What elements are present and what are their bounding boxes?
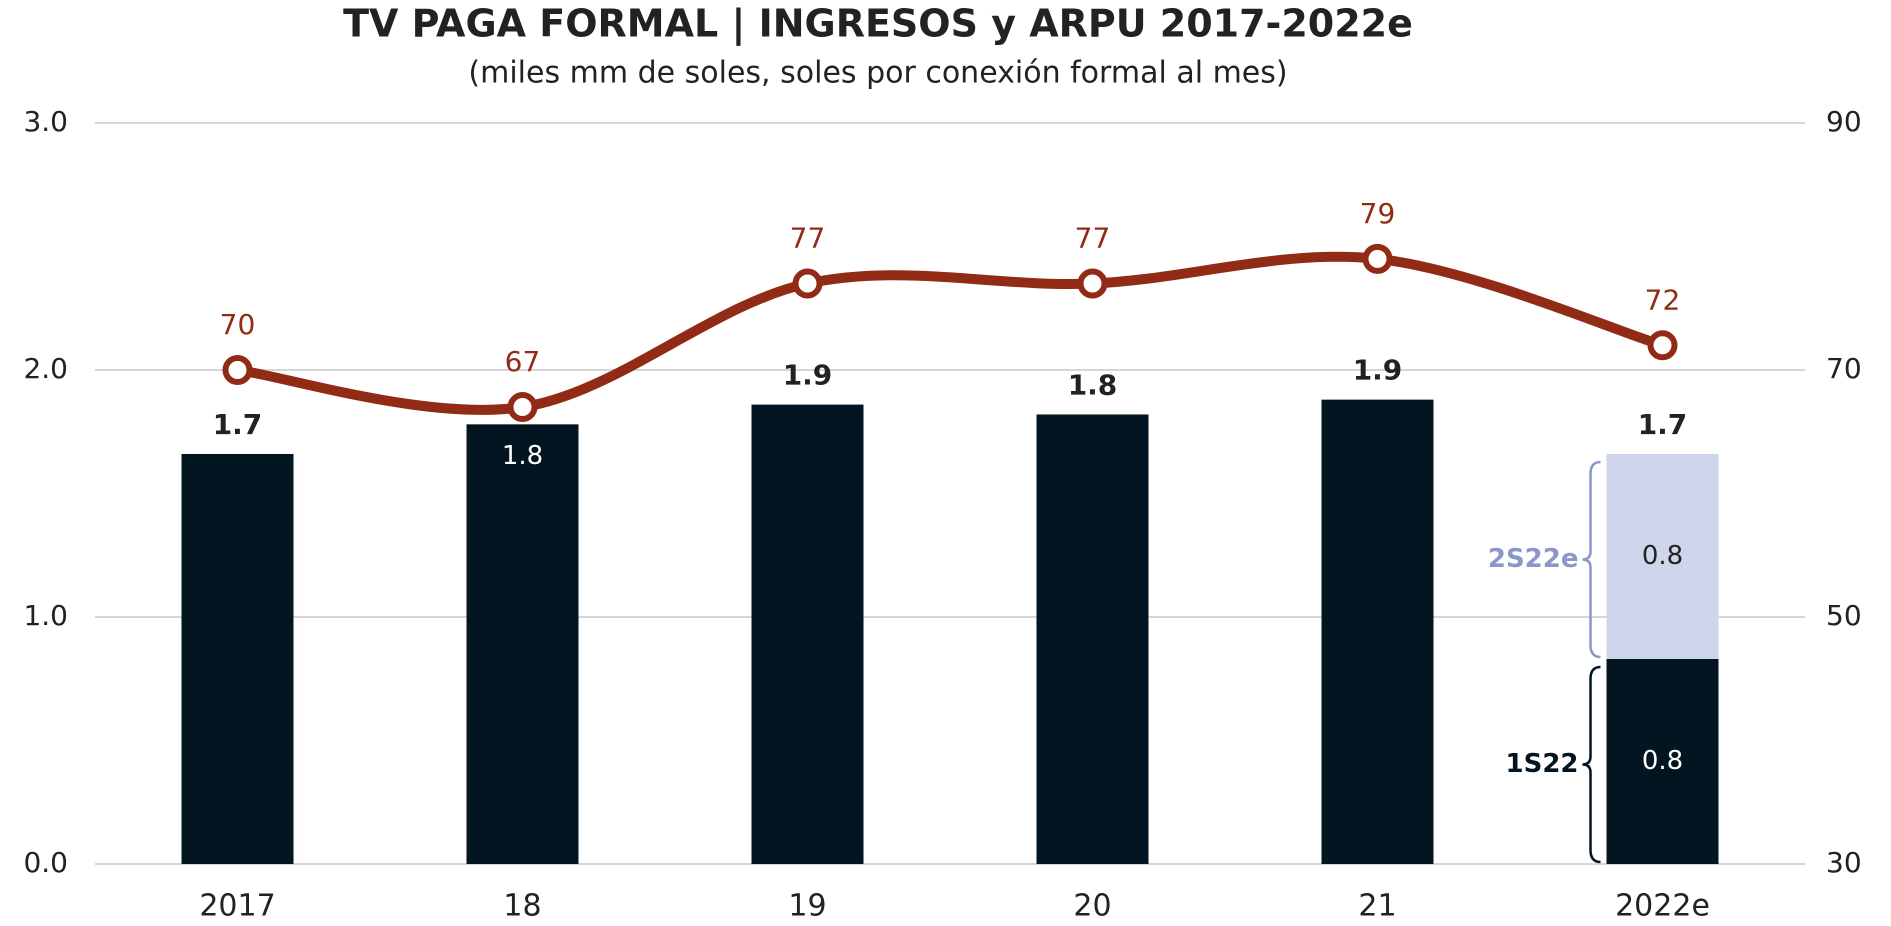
value-label: 1.8 <box>502 441 543 471</box>
line-label: 70 <box>220 308 256 341</box>
y-tick-label: 1.0 <box>23 599 68 632</box>
bar <box>466 424 579 864</box>
y-tick-label: 2.0 <box>23 352 68 385</box>
bar <box>1321 399 1434 864</box>
x-tick-label: 20 <box>1073 889 1111 924</box>
y2-tick-label: 30 <box>1826 846 1862 879</box>
line-marker <box>792 268 823 299</box>
line-marker <box>1362 243 1393 274</box>
total-label: 1.7 <box>1638 408 1688 441</box>
brace <box>1582 460 1601 659</box>
x-tick-label: 18 <box>503 889 541 924</box>
line-marker <box>1647 330 1678 361</box>
line-label: 79 <box>1360 197 1396 230</box>
y2-tick-label: 70 <box>1826 352 1862 385</box>
value-label: 1.7 <box>213 408 263 441</box>
line-label: 72 <box>1645 283 1681 316</box>
value-label: 1.9 <box>1353 354 1403 387</box>
bar <box>1036 414 1149 864</box>
y2-tick-label: 90 <box>1826 105 1862 138</box>
bar <box>751 404 864 864</box>
chart-subtitle: (miles mm de soles, soles por conexión f… <box>468 56 1287 91</box>
line-label: 67 <box>505 345 541 378</box>
line-marker <box>1077 268 1108 299</box>
value-label: 1.8 <box>1068 368 1118 401</box>
bar <box>1606 658 1719 864</box>
line-label: 77 <box>1075 222 1111 255</box>
y-tick-label: 0.0 <box>23 846 68 879</box>
line-label: 77 <box>790 222 826 255</box>
line-marker <box>222 355 253 385</box>
y-tick-label: 3.0 <box>23 105 68 138</box>
y2-tick-label: 50 <box>1826 599 1862 632</box>
value-label: 0.8 <box>1642 541 1683 571</box>
x-tick-label: 19 <box>788 889 826 924</box>
chart-title: TV PAGA FORMAL | INGRESOS y ARPU 2017-20… <box>343 2 1413 47</box>
line-marker <box>507 392 538 423</box>
x-tick-label: 2017 <box>199 889 275 924</box>
value-label: 1.9 <box>783 359 833 392</box>
line <box>232 251 1668 415</box>
legend-label: 2S22e <box>1488 544 1579 574</box>
bar <box>1606 453 1719 659</box>
x-tick-label: 2022e <box>1615 889 1710 924</box>
brace <box>1582 665 1601 864</box>
value-label: 0.8 <box>1642 746 1683 776</box>
bar <box>181 453 294 864</box>
legend-label: 1S22 <box>1506 749 1579 779</box>
x-tick-label: 21 <box>1358 889 1396 924</box>
